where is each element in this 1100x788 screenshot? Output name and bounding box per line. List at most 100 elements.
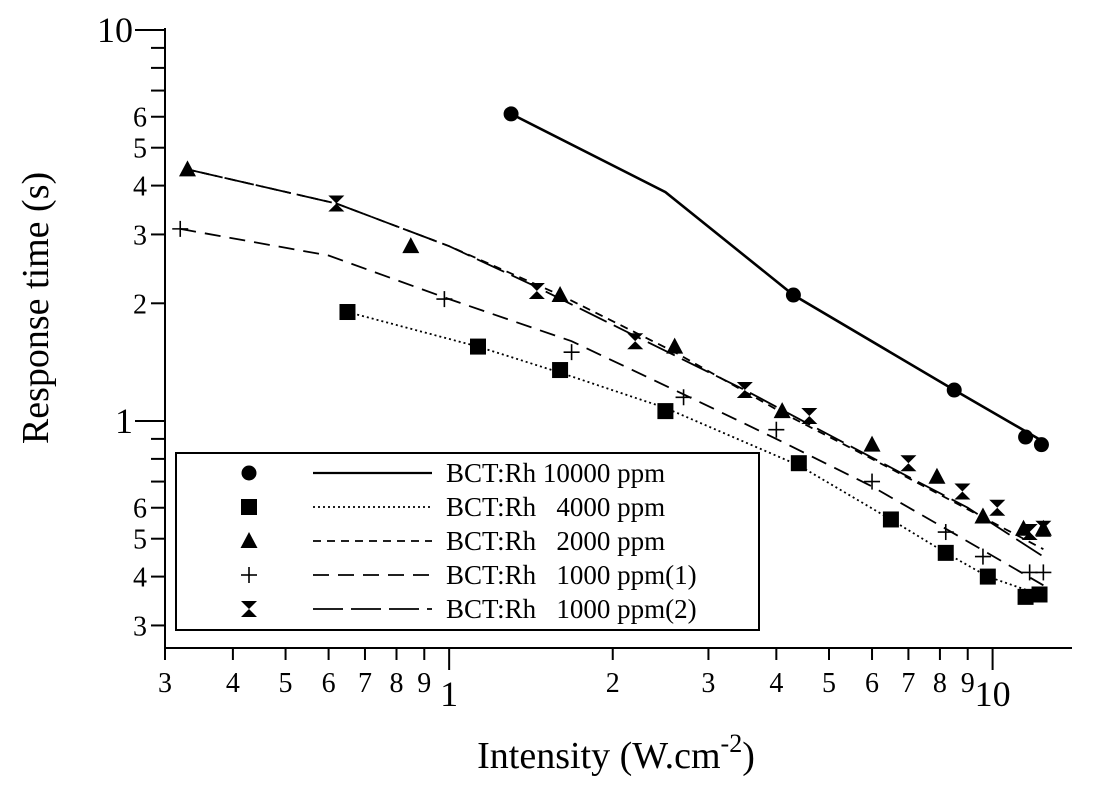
legend-marker-square [241,499,257,515]
y-tick-label: 5 [133,134,147,165]
triangle-marker [551,286,569,303]
x-tick-label: 6 [865,668,879,699]
legend-label: BCT:Rh 10000 ppm [446,458,665,488]
circle-marker [946,382,962,398]
hourglass-marker [954,483,971,500]
triangle-marker [974,507,992,524]
data-points [172,106,1052,605]
square-marker [469,338,486,355]
data-point-triangle [773,402,791,419]
fit-line-circle [510,112,1046,444]
data-point-plus [1021,564,1038,581]
hourglass-marker [736,382,753,399]
data-point-plus [937,524,954,541]
hourglass-marker [989,499,1006,516]
x-tick-label: 5 [822,668,836,699]
x-tick-label: 3 [158,668,172,699]
legend-label: BCT:Rh 2000 ppm [446,526,665,556]
hourglass-marker [241,601,257,617]
legend-marker-plus [241,567,257,583]
data-point-hourglass [1035,520,1052,537]
data-point-hourglass [900,455,917,472]
data-point-plus [864,473,881,490]
data-point-hourglass [528,283,545,300]
data-point-circle [785,287,801,303]
circle-marker [241,465,257,481]
data-point-square [339,304,356,321]
legend-box [175,452,760,631]
axis-titles: Intensity (W.cm-2) Response time (s) [15,172,755,777]
data-point-triangle [974,507,992,524]
y-tick-label: 3 [133,611,147,642]
data-point-hourglass [328,195,345,212]
hourglass-marker [627,333,644,350]
legend-marker-hourglass [241,601,257,617]
square-marker [979,568,996,585]
legend-marker-circle [241,465,257,481]
fit-line-hourglass [187,168,1044,558]
data-point-square [882,511,899,528]
x-axis-title-main: Intensity (W.cm [477,735,720,777]
data-point-plus [172,220,189,237]
x-tick-label: 8 [389,668,403,699]
triangle-marker [863,435,881,452]
square-marker [1031,586,1048,603]
x-tick-label: 4 [769,668,783,699]
triangle-marker [402,237,420,254]
data-point-square [469,338,486,355]
data-point-square [1017,588,1034,605]
data-point-plus [974,548,991,565]
hourglass-marker [328,195,345,212]
square-marker [937,544,954,561]
x-tick-label: 6 [322,668,336,699]
x-tick-label: 3 [701,668,715,699]
square-marker [657,403,674,420]
legend-label: BCT:Rh 1000 ppm(2) [446,594,697,624]
data-point-hourglass [989,499,1006,516]
data-point-square [937,544,954,561]
data-point-triangle [402,237,420,254]
data-point-square [790,455,807,472]
data-point-hourglass [801,407,818,424]
y-tick-label: 3 [133,220,147,251]
circle-marker [1033,437,1049,453]
data-point-triangle [666,337,684,354]
y-tick-label: 1 [115,401,133,441]
y-tick-label: 6 [133,494,147,525]
x-tick-label: 4 [226,668,240,699]
y-tick-label: 2 [133,289,147,320]
square-marker [552,362,569,379]
axes [135,28,1072,670]
data-point-hourglass [627,333,644,350]
legend: BCT:Rh 10000 ppm BCT:Rh 4000 ppm BCT:Rh 20… [175,452,760,631]
legend-marker-triangle [240,532,258,548]
data-point-triangle [178,160,196,177]
data-point-square [657,403,674,420]
x-axis-title: Intensity (W.cm-2) [477,729,755,777]
x-tick-label: 10 [975,674,1011,714]
x-tick-label: 2 [606,668,620,699]
hourglass-marker [1035,520,1052,537]
data-point-hourglass [954,483,971,500]
triangle-marker [773,402,791,419]
x-tick-label: 5 [279,668,293,699]
data-point-plus [436,291,453,308]
y-tick-label: 5 [133,525,147,556]
x-tick-label: 9 [961,668,975,699]
hourglass-marker [900,455,917,472]
triangle-marker [1015,519,1033,536]
x-axis-title-end: ) [742,735,755,777]
square-marker [882,511,899,528]
data-point-plus [675,389,692,406]
data-point-triangle [928,467,946,484]
y-tick-label: 4 [133,172,147,203]
triangle-marker [240,532,258,548]
data-point-hourglass [736,382,753,399]
data-point-triangle [1015,519,1033,536]
data-point-plus [563,344,580,361]
square-marker [339,304,356,321]
triangle-marker [178,160,196,177]
